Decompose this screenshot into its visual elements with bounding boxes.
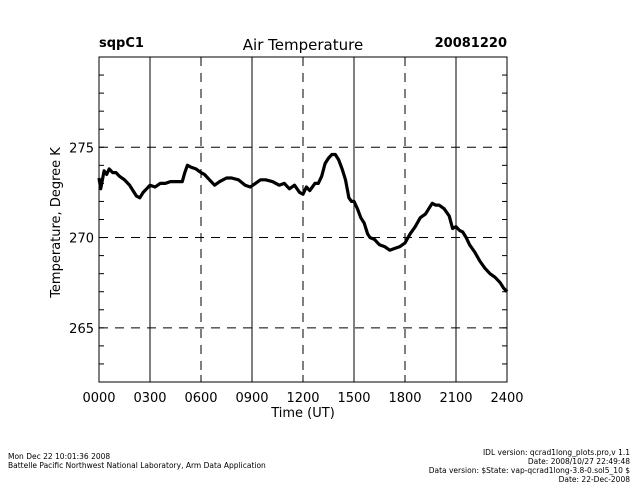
x-tick-label: 0600 — [184, 391, 217, 406]
y-tick-label: 275 — [69, 141, 94, 156]
footer-idl-date: Date: 2008/10/27 22:49:48 — [527, 457, 630, 466]
chart-svg: 0000 0300 0600 0900 1200 1500 1800 2100 2400 265… — [49, 56, 524, 421]
y-tick-label: 270 — [69, 232, 94, 247]
temperature-line — [97, 152, 509, 293]
x-tick-label: 1500 — [337, 391, 370, 406]
x-tick-label: 1800 — [388, 391, 421, 406]
x-tick-labels: 0000 0300 0600 0900 1200 1500 1800 2100 2400 — [82, 391, 523, 406]
footer-data-version: Data version: $State: vap-qcrad1long-3.8… — [428, 466, 630, 475]
footer-left: Mon Dec 22 10:01:36 2008 Battelle Pacifi… — [8, 452, 266, 470]
site-label: sqpC1 — [99, 36, 144, 51]
footer-right: IDL version: qcrad1long_plots.pro,v 1.1 … — [429, 448, 630, 484]
y-tick-label: 265 — [69, 322, 94, 337]
x-tick-label: 0900 — [235, 391, 268, 406]
y-axis-label: Temperature, Degree K — [49, 147, 64, 299]
plot-frame — [98, 56, 508, 383]
x-tick-label: 0000 — [82, 391, 115, 406]
chart-title: Air Temperature — [242, 36, 364, 54]
x-axis-label: Time (UT) — [270, 406, 335, 421]
x-tick-label: 1200 — [286, 391, 319, 406]
y-tick-labels: 265 270 275 — [69, 141, 94, 337]
footer-idl-version: IDL version: qcrad1long_plots.pro,v 1.1 — [482, 448, 630, 457]
grid-lines — [99, 57, 507, 382]
x-tick-label: 2100 — [439, 391, 472, 406]
footer-organization: Battelle Pacific Northwest National Labo… — [8, 461, 266, 470]
footer-timestamp: Mon Dec 22 10:01:36 2008 — [8, 452, 111, 461]
x-tick-label: 2400 — [490, 391, 523, 406]
date-label: 20081220 — [434, 36, 507, 51]
x-tick-label: 0300 — [133, 391, 166, 406]
